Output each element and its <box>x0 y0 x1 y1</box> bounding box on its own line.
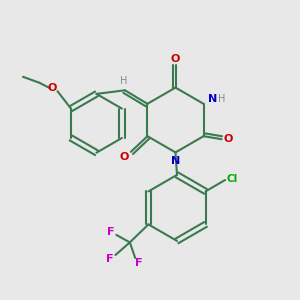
Text: H: H <box>120 76 127 86</box>
Text: H: H <box>218 94 225 104</box>
Text: F: F <box>107 227 115 237</box>
Text: O: O <box>224 134 233 144</box>
Text: O: O <box>171 53 180 64</box>
Text: O: O <box>47 82 57 93</box>
Text: F: F <box>135 258 142 268</box>
Text: Cl: Cl <box>226 173 237 184</box>
Text: O: O <box>120 152 129 162</box>
Text: F: F <box>106 254 113 264</box>
Text: N: N <box>208 94 217 104</box>
Text: N: N <box>171 156 180 166</box>
